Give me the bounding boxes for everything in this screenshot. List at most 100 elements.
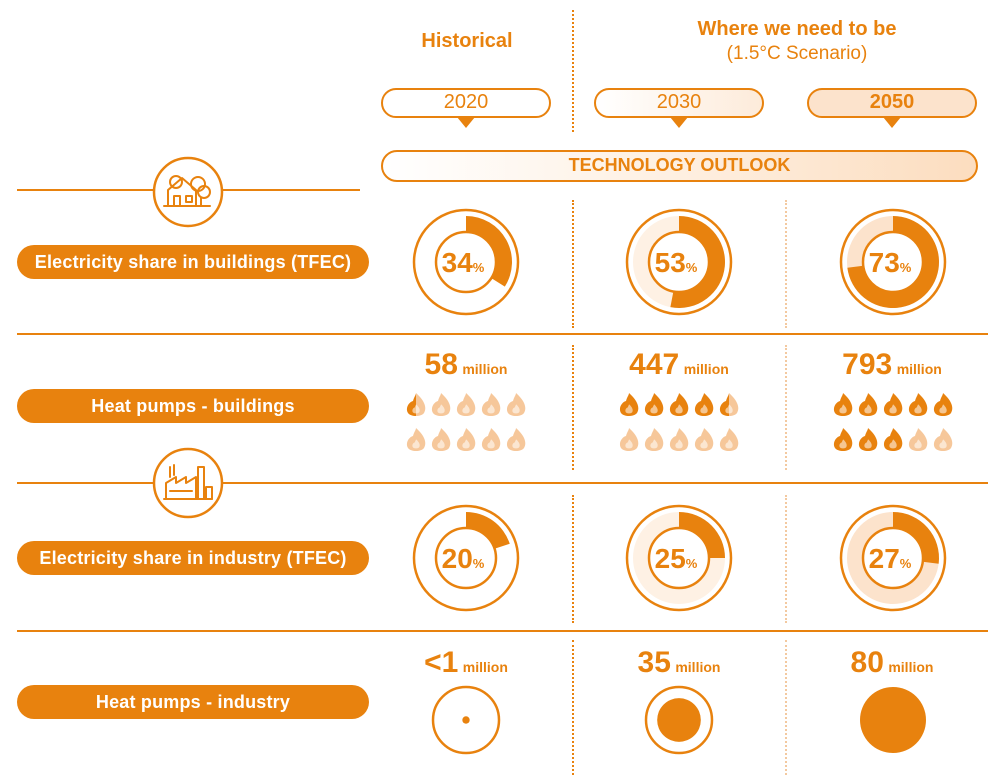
- stat-unit: million: [462, 361, 508, 377]
- flame-inner: [512, 439, 520, 449]
- target-subheader: (1.5°C Scenario): [726, 43, 868, 64]
- historical-header: Historical: [421, 30, 513, 52]
- col-divider: [785, 345, 787, 470]
- magnitude-circle: [860, 687, 926, 753]
- flame-inner: [889, 439, 897, 449]
- stat-value: 35: [637, 646, 671, 679]
- stat-hp-industry-2020: <1 million: [381, 646, 551, 680]
- year-pill-2030: 2030: [594, 88, 764, 128]
- row-label-hp-buildings: Heat pumps - buildings: [17, 389, 369, 423]
- donut-value-arc: [679, 512, 725, 558]
- flame-inner: [889, 404, 897, 414]
- donut-value-label: 20%: [442, 543, 485, 574]
- industry-header-line: [17, 482, 988, 484]
- year-pill-2020: 2020: [381, 88, 551, 128]
- flame-inner: [700, 404, 708, 414]
- stat-value: <1: [424, 646, 459, 679]
- donut-inner-ring: [647, 230, 711, 294]
- stat-hp-industry-2050: 80 million: [807, 646, 977, 680]
- flame-inner: [625, 404, 633, 414]
- flame-inner: [625, 439, 633, 449]
- flame-inner: [437, 439, 445, 449]
- donut-value-arc: [847, 216, 939, 308]
- flame-inner: [725, 404, 733, 414]
- stat-unit: million: [888, 659, 934, 675]
- donut-value-label: 34%: [442, 247, 485, 278]
- caret-down-icon: [883, 117, 901, 128]
- donut-buildings-share: 73%: [839, 208, 947, 316]
- factory-icon: [152, 447, 224, 519]
- flame-inner: [412, 404, 420, 414]
- flame-group: [406, 393, 526, 451]
- year-label: 2020: [443, 91, 489, 113]
- stat-value: 447: [629, 348, 680, 381]
- house-trees-icon: [152, 156, 224, 228]
- donut-inner-ring: [647, 526, 711, 590]
- stat-value: 793: [842, 348, 893, 381]
- stat-hp-buildings-2050: 793 million: [807, 348, 977, 382]
- flame-inner: [725, 439, 733, 449]
- stat-unit: million: [896, 361, 942, 377]
- stat-hp-industry-2030: 35 million: [594, 646, 764, 680]
- year-pill-2050: 2050: [807, 88, 977, 128]
- donut-value-arc: [670, 216, 725, 309]
- col-divider: [572, 495, 574, 623]
- year-label: 2050: [869, 91, 915, 113]
- row-label-industry-share: Electricity share in industry (TFEC): [17, 541, 369, 575]
- donut-value-arc: [466, 512, 510, 549]
- flame-inner: [939, 404, 947, 414]
- stat-unit: million: [462, 659, 508, 675]
- flame-inner: [512, 404, 520, 414]
- donut-inner-ring: [861, 526, 925, 590]
- flame-inner: [675, 439, 683, 449]
- tech-outlook-label: TECHNOLOGY OUTLOOK: [568, 155, 791, 175]
- stat-value: 58: [424, 348, 458, 381]
- flame-inner: [650, 404, 658, 414]
- stat-hp-buildings-2020: 58 million: [381, 348, 551, 382]
- flame-inner: [914, 404, 922, 414]
- stat-unit: million: [675, 659, 721, 675]
- donut-industry-share: 27%: [839, 504, 947, 612]
- donut-inner-ring: [434, 230, 498, 294]
- caret-down-icon: [670, 117, 688, 128]
- flame-inner: [487, 439, 495, 449]
- donut-industry-share: 20%: [412, 504, 520, 612]
- donut-industry-share: 25%: [625, 504, 733, 612]
- donut-inner-ring: [861, 230, 925, 294]
- row-separator: [17, 630, 988, 632]
- col-divider: [572, 200, 574, 328]
- col-divider: [572, 640, 574, 775]
- stat-value: 80: [850, 646, 884, 679]
- flame-inner: [437, 404, 445, 414]
- magnitude-fill: [860, 687, 926, 753]
- flame-inner: [864, 404, 872, 414]
- flame-group: [619, 393, 739, 451]
- row-label-hp-industry: Heat pumps - industry: [17, 685, 369, 719]
- donut-value-label: 25%: [655, 543, 698, 574]
- donut-buildings-share: 53%: [625, 208, 733, 316]
- col-divider: [785, 640, 787, 775]
- donut-buildings-share: 34%: [412, 208, 520, 316]
- magnitude-circle: [431, 685, 501, 755]
- magnitude-circle: [644, 685, 714, 755]
- flame-inner: [487, 404, 495, 414]
- flame-inner: [462, 404, 470, 414]
- magnitude-fill: [462, 716, 470, 724]
- flame-inner: [675, 404, 683, 414]
- flame-inner: [700, 439, 708, 449]
- flame-inner: [412, 439, 420, 449]
- flame-inner: [914, 439, 922, 449]
- donut-inner-ring: [434, 526, 498, 590]
- col-divider: [785, 495, 787, 623]
- col-divider: [785, 200, 787, 328]
- stat-hp-buildings-2030: 447 million: [594, 348, 764, 382]
- row-label-buildings-share: Electricity share in buildings (TFEC): [17, 245, 369, 279]
- stat-unit: million: [683, 361, 729, 377]
- flame-inner: [839, 404, 847, 414]
- flame-inner: [650, 439, 658, 449]
- tech-outlook-bar: TECHNOLOGY OUTLOOK: [381, 150, 978, 182]
- flame-inner: [864, 439, 872, 449]
- year-label: 2030: [656, 91, 702, 113]
- col-divider: [572, 345, 574, 470]
